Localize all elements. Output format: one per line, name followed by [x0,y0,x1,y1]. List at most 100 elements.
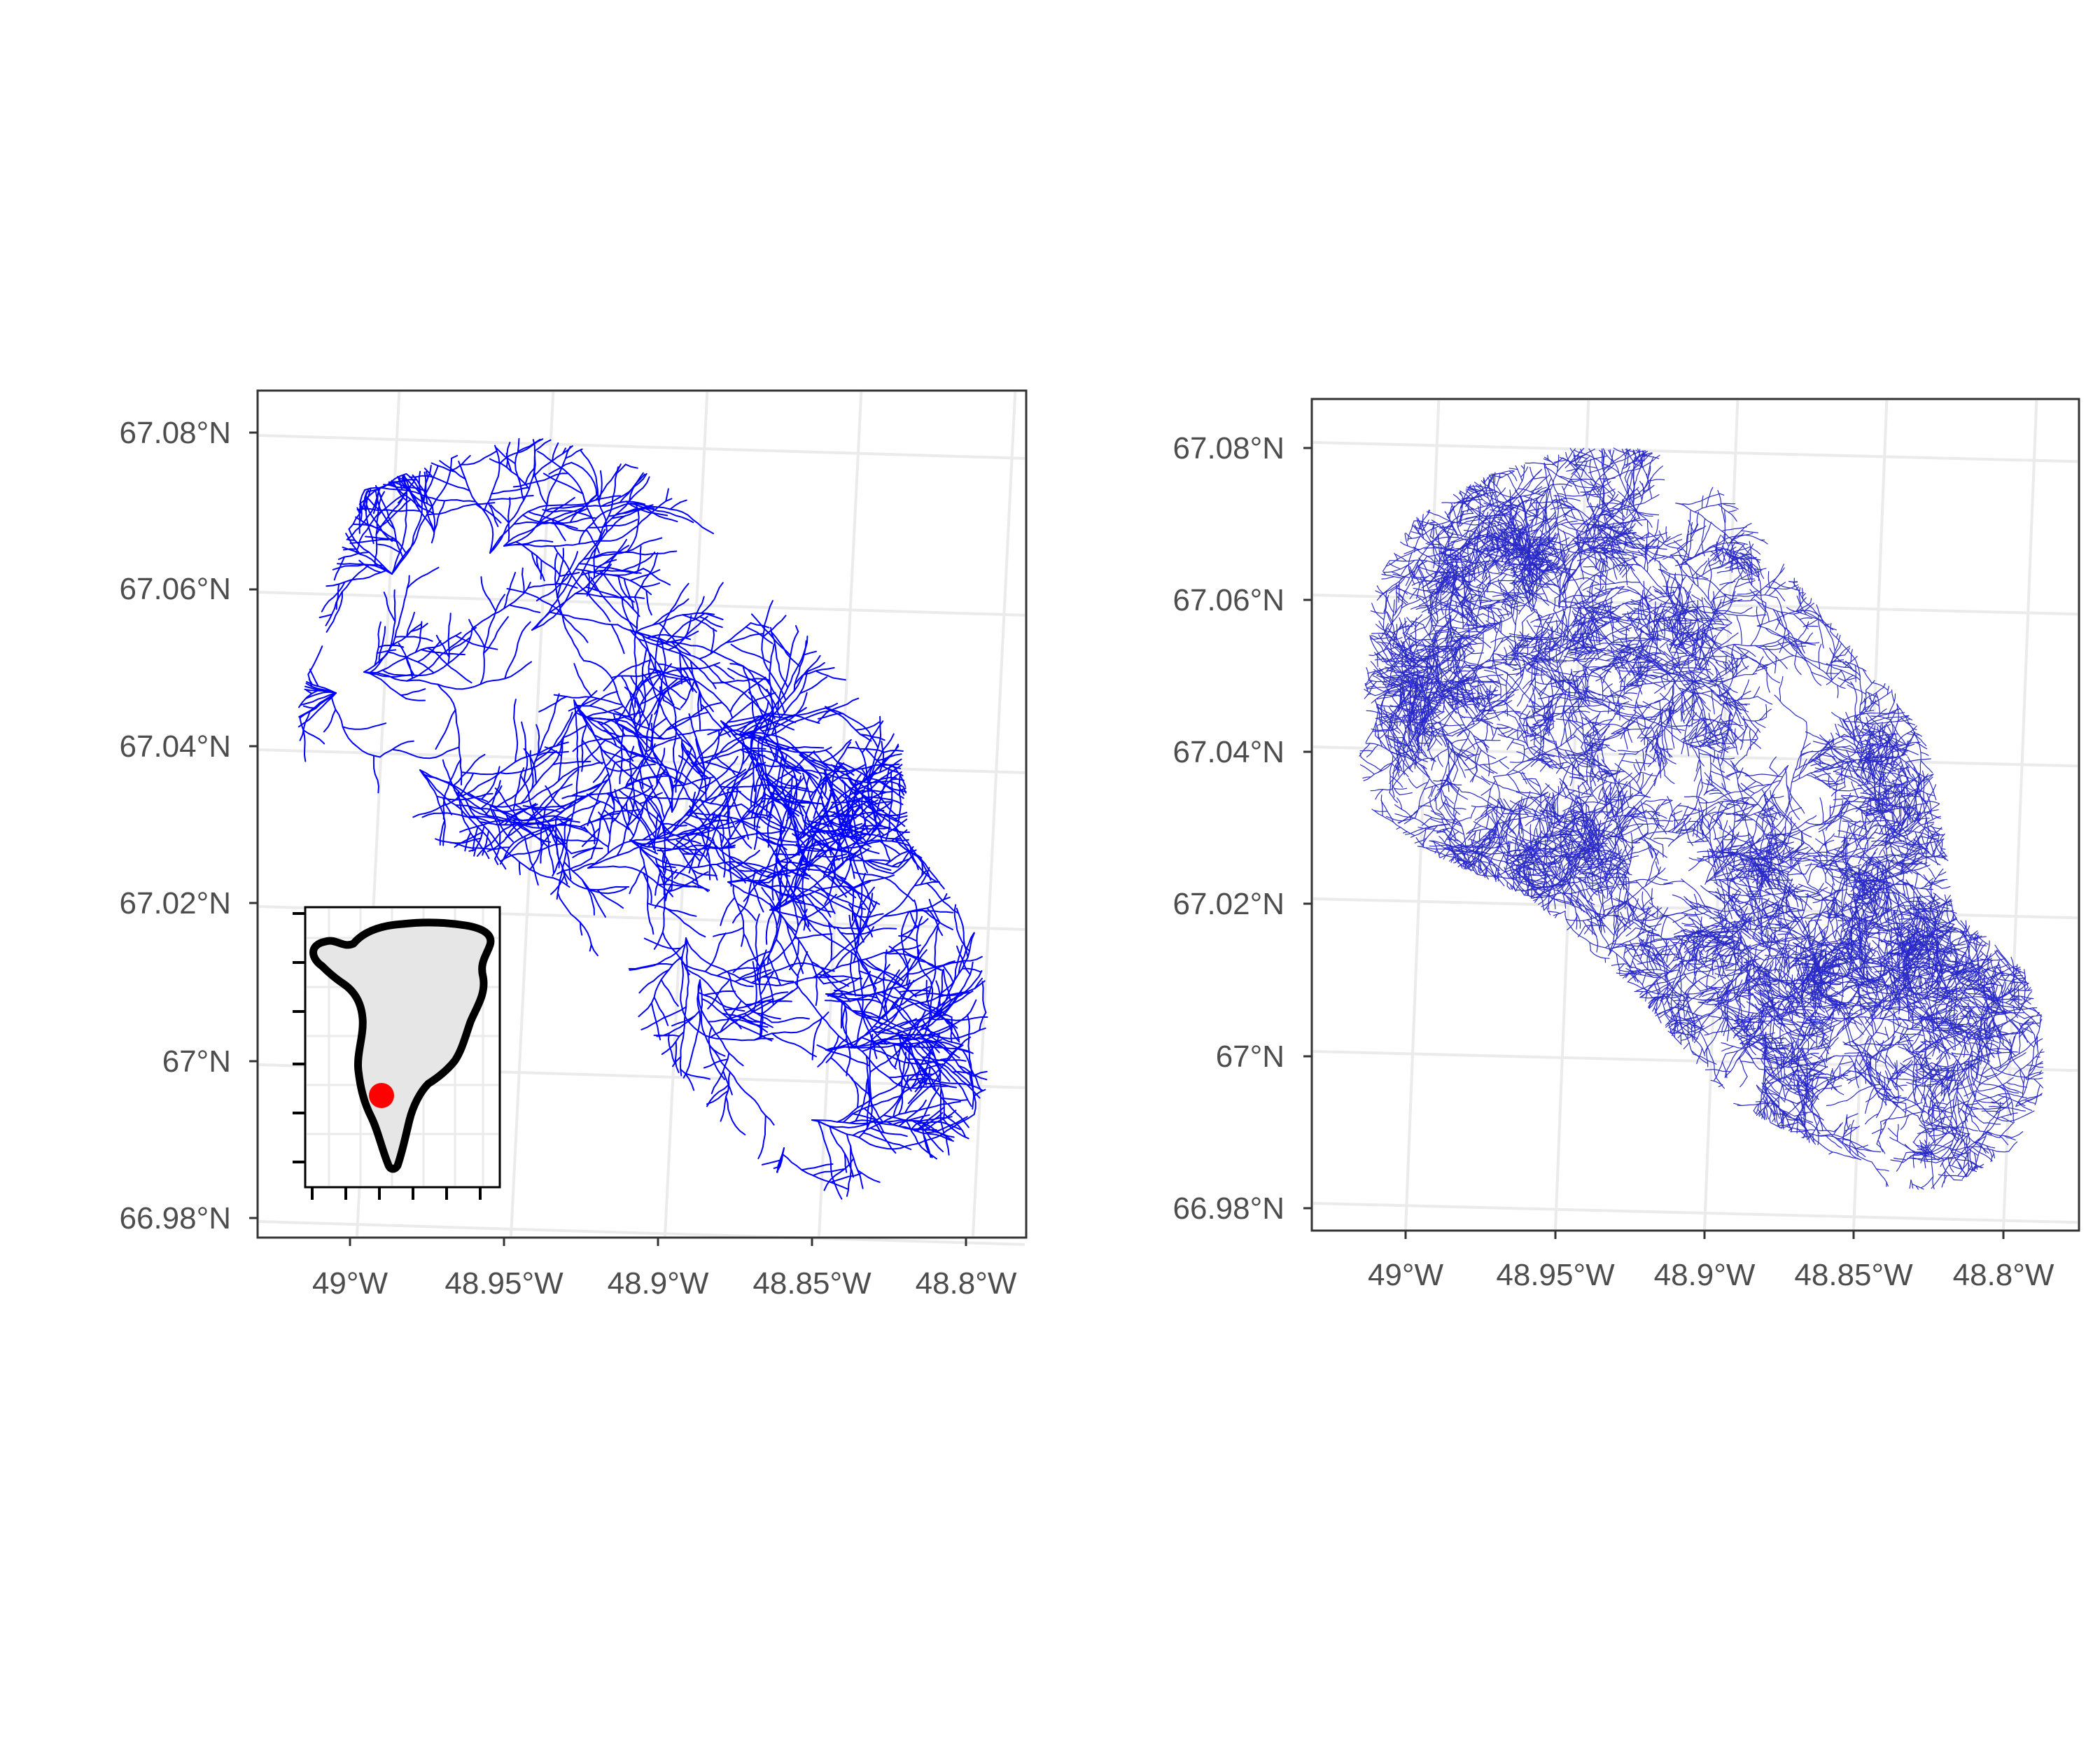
stream-segment [1488,608,1489,622]
stream-segment [2012,1053,2039,1077]
stream-segment [1502,813,1529,815]
stream-segment [639,846,654,935]
stream-segment [1663,802,1681,832]
stream-segment [458,461,494,554]
stream-segment [1769,1110,1772,1119]
stream-segment [1688,963,1714,972]
stream-segment [1508,468,1518,470]
left-map-svg: 67.08°N 67.06°N 67.04°N 67.02°N 67°N 66.… [120,389,1028,1301]
left-map-panel: 67.08°N 67.06°N 67.04°N 67.02°N 67°N 66.… [120,389,1028,1301]
stream-segment [720,680,774,718]
stream-segment [647,902,697,917]
stream-segment [326,591,343,633]
stream-segment [503,498,673,547]
stream-segment [1626,502,1630,516]
stream-segment [1359,764,1375,775]
stream-segment [374,491,385,567]
stream-segment [629,768,667,842]
stream-segment [1641,673,1654,680]
stream-segment [766,688,781,719]
stream-segment [1894,792,1896,807]
stream-segment [1699,610,1767,617]
stream-segment [799,676,828,694]
stream-segment [677,729,722,736]
stream-segment [1597,721,1636,749]
stream-segment [437,683,463,786]
stream-segment [302,729,326,745]
stream-segment [406,566,440,589]
stream-segment [556,508,587,523]
stream-segment [795,886,836,930]
stream-segment [534,439,552,452]
stream-segment [342,722,387,730]
stream-segment [364,486,477,503]
stream-segment [654,869,662,896]
stream-segment [654,888,673,909]
stream-segment [370,575,410,673]
stream-segment [1680,622,1694,624]
stream-segment [1371,808,1415,836]
stream-segment [666,778,711,841]
stream-segment [1684,795,1709,804]
stream-segment [748,692,769,732]
stream-segment [1762,648,1777,666]
stream-segment [369,673,407,699]
stream-segment [657,813,722,852]
stream-segment [1646,799,1672,802]
stream-segment [468,619,486,648]
stream-segment [1637,682,1643,695]
stream-segment [662,699,681,710]
stream-segment [376,498,412,529]
stream-segment [1981,1110,1999,1113]
stream-segment [612,671,663,678]
stream-segment [1762,654,1795,668]
stream-segment [1844,760,1855,788]
stream-segment [1689,962,1703,965]
stream-segment [540,559,542,580]
stream-segment [1757,696,1773,705]
stream-segment [1642,972,1647,986]
stream-segment [1597,493,1619,510]
stream-segment [1990,959,1995,973]
stream-segment [1709,792,1723,794]
stream-segment [660,875,710,891]
stream-segment [692,812,761,828]
stream-segment [1666,956,1676,967]
stream-segment [671,776,715,787]
stream-segment [750,768,763,819]
stream-segment [1520,465,1525,470]
stream-segment [755,771,764,804]
stream-segment [1945,1053,1949,1067]
stream-segment [1485,722,1488,740]
stream-segment [668,871,709,892]
stream-segment [1819,797,1824,823]
stream-segment [728,841,732,887]
stream-segment [1511,741,1525,746]
stream-segment [1457,694,1515,737]
stream-segment [1368,654,1374,657]
stream-segment [1600,668,1611,676]
stream-segment [586,793,615,811]
stream-segment [704,761,742,774]
stream-segment [503,571,517,610]
stream-segment [763,838,788,850]
stream-segment [1683,587,1688,600]
stream-segment [337,552,370,560]
stream-segment [803,650,817,656]
stream-segment [1653,1007,1662,1023]
stream-segment [439,460,466,480]
stream-segment [771,632,801,668]
stream-segment [1689,685,1707,692]
stream-segment [678,755,704,777]
stream-segment [1865,1113,1879,1125]
stream-segment [480,576,497,612]
stream-segment [531,551,545,582]
stream-segment [1756,606,1761,628]
stream-segment [1563,655,1577,659]
latitude-gridline [1312,1202,2078,1224]
stream-segment [1909,1179,1912,1189]
stream-segment [760,797,787,802]
stream-segment [1638,762,1652,764]
